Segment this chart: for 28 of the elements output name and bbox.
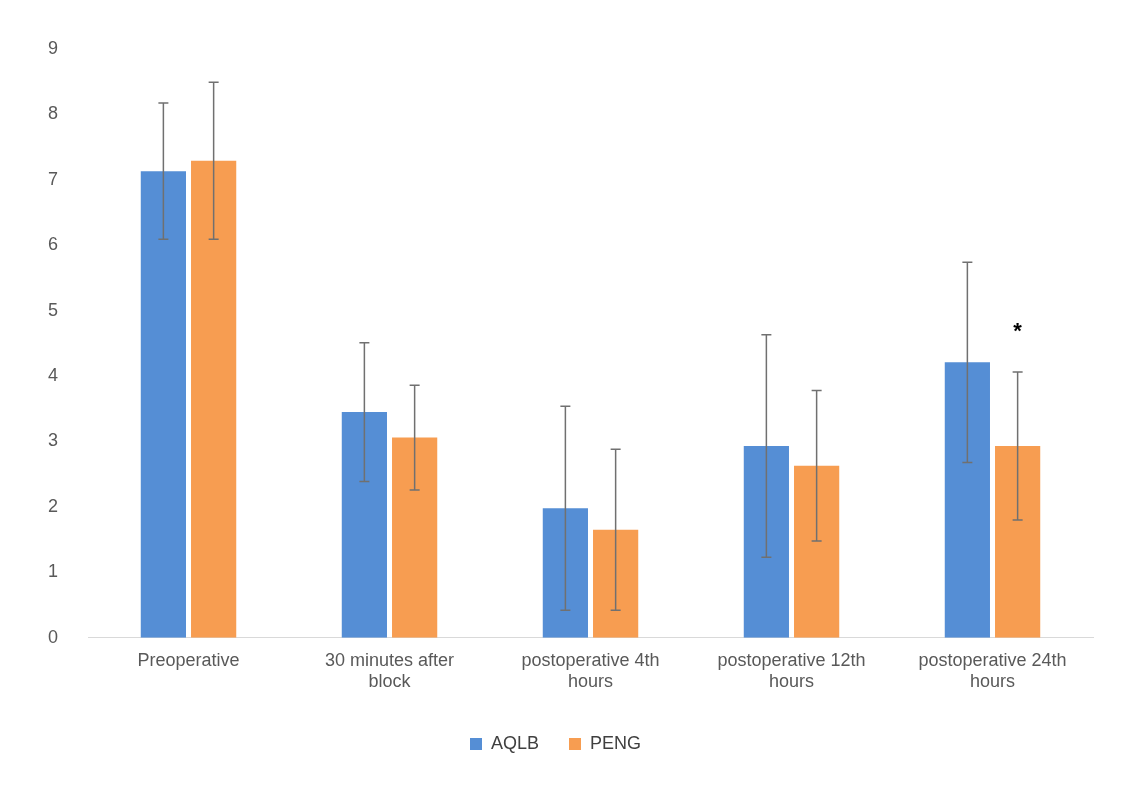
y-tick-label: 3 [48, 430, 59, 451]
bar [944, 362, 990, 638]
bar [542, 508, 588, 638]
bar [392, 437, 438, 638]
y-tick-label: 0 [48, 626, 59, 647]
bar [794, 465, 840, 638]
y-tick-label: 5 [48, 299, 59, 320]
legend-label: PENG [590, 732, 642, 753]
y-tick-label: 8 [48, 103, 59, 124]
x-tick-label: postoperative 4th hours [521, 649, 660, 692]
x-tick-label: postoperative 24th hours [918, 649, 1067, 692]
annotation: * [1013, 318, 1023, 344]
x-tick-label: postoperative 12th hours [717, 649, 866, 692]
bar [140, 171, 186, 638]
y-tick-label: 6 [48, 234, 59, 255]
bar [995, 446, 1041, 638]
y-tick-label: 2 [48, 495, 59, 516]
y-tick-label: 1 [48, 561, 59, 582]
bar [341, 412, 387, 638]
y-tick-label: 9 [48, 37, 59, 58]
y-tick-label: 7 [48, 168, 59, 189]
x-tick-label: Preoperative [137, 649, 240, 670]
legend-label: AQLB [490, 732, 540, 753]
bar [191, 160, 237, 638]
y-tick-label: 4 [48, 364, 59, 385]
bar [593, 529, 639, 638]
x-tick-label: 30 minutes after block [324, 649, 455, 692]
bar [743, 446, 789, 638]
